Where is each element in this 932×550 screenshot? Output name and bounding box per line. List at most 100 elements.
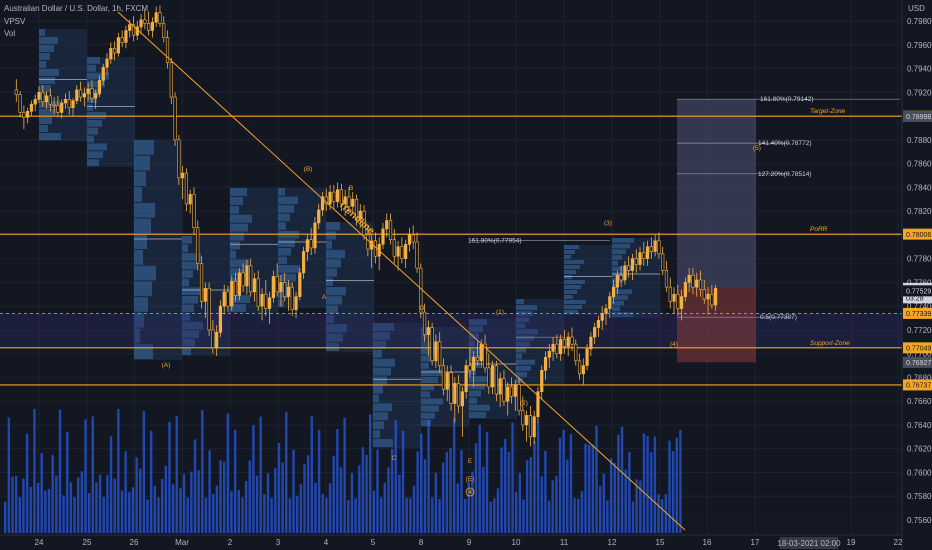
- price-tag-label: 0.77049: [906, 346, 931, 353]
- profile-bar: [134, 218, 151, 234]
- profile-bar: [564, 310, 578, 314]
- volume-bar: [230, 491, 233, 533]
- trendline[interactable]: [117, 11, 686, 531]
- candle-body: [487, 367, 491, 388]
- price-tag-bg: [903, 228, 932, 240]
- candle-body: [90, 88, 94, 99]
- volume-bar: [620, 426, 624, 533]
- profile-bar: [516, 335, 534, 341]
- candle-body: [301, 251, 306, 274]
- candle-body: [41, 91, 45, 103]
- candle-body: [211, 329, 215, 349]
- profile-bar: [564, 285, 581, 289]
- volume-bar: [588, 444, 591, 533]
- volume-bar: [179, 488, 182, 533]
- profile-bar: [39, 117, 52, 124]
- volume-bar: [36, 483, 40, 533]
- profile-bar: [421, 355, 433, 362]
- indicator-vol-label[interactable]: Vol: [4, 29, 16, 38]
- price-tag-label: 0.76927: [906, 360, 931, 367]
- candle-body: [509, 386, 514, 397]
- wave-label: (1): [496, 309, 504, 316]
- candle-body: [294, 296, 298, 311]
- volume-bar: [442, 462, 445, 533]
- profile-bar: [373, 323, 394, 331]
- volume-bar: [536, 421, 540, 533]
- wave-label: (A): [162, 362, 171, 369]
- volume-bar: [580, 491, 584, 533]
- profile-bar: [516, 353, 522, 359]
- time-axis[interactable]: 24 25 26 Mar 2 3 4 5 8 9 10 11 12 15 16 17 19 22 18-03-202…: [35, 537, 903, 549]
- symbol-title[interactable]: Australian Dollar / U.S. Dollar, 1h, FXC…: [4, 4, 149, 13]
- volume-bar: [4, 501, 7, 533]
- profile-bar: [278, 273, 296, 282]
- candles: [14, 5, 718, 447]
- volume-bar: [109, 436, 113, 533]
- volume-bar: [142, 411, 146, 533]
- volume-bar: [233, 430, 237, 533]
- volume-bar: [91, 416, 94, 533]
- volume-bar: [613, 462, 616, 533]
- time-tick-label: 3: [276, 538, 281, 547]
- volume-bar: [153, 486, 157, 533]
- volume-bar: [500, 447, 503, 533]
- profile-bar: [326, 268, 337, 277]
- profile-bar: [230, 295, 250, 304]
- candle-body: [536, 391, 540, 417]
- volume-bar: [456, 483, 459, 533]
- profile-bar: [182, 347, 191, 355]
- volume-bar: [493, 498, 496, 533]
- candle-body: [14, 89, 18, 95]
- candle-body: [464, 365, 468, 392]
- profile-bar: [373, 439, 393, 447]
- volume-bar: [478, 424, 481, 533]
- profile-bar: [612, 272, 627, 277]
- candle-body: [521, 410, 525, 426]
- currency-label: USD: [908, 4, 925, 13]
- candle-body: [332, 191, 336, 202]
- candle-body: [434, 341, 438, 362]
- volume-bar: [423, 459, 427, 533]
- candle-body: [116, 37, 120, 54]
- volume-bar: [577, 498, 580, 533]
- level-label-porr: PoRR: [810, 226, 828, 233]
- volume-bar: [668, 440, 671, 533]
- candle-body: [668, 286, 672, 302]
- profile-bar: [373, 385, 383, 394]
- profile-bar: [39, 53, 50, 60]
- volume-bar: [390, 448, 394, 533]
- volume-bar: [139, 468, 142, 533]
- volume-bar: [562, 430, 565, 533]
- candle-body: [343, 196, 347, 205]
- candle-body: [192, 194, 196, 229]
- wave-label: D: [420, 305, 425, 312]
- profile-bar: [182, 304, 194, 313]
- volume-bar: [252, 425, 255, 533]
- volume-bar: [77, 477, 80, 533]
- volume-bar: [208, 450, 211, 533]
- volume-bar: [555, 475, 558, 533]
- volume-bar: [507, 451, 511, 533]
- candle-body: [283, 282, 287, 297]
- profile-bar: [134, 187, 142, 202]
- volume-bar: [25, 433, 29, 533]
- candle-body: [52, 103, 56, 106]
- candle-body: [131, 24, 136, 36]
- volume-bar: [354, 498, 357, 533]
- indicator-vpsv-label[interactable]: VPSV: [4, 17, 26, 26]
- volume-bar: [124, 451, 127, 533]
- candle-body: [657, 240, 661, 255]
- volume-bar: [197, 470, 200, 533]
- candle-body: [290, 286, 294, 311]
- profile-bar: [469, 397, 477, 404]
- profile-bar: [612, 300, 624, 306]
- candle-body: [664, 270, 669, 288]
- candle-body: [611, 286, 616, 297]
- candle-body: [559, 339, 563, 354]
- profile-bar: [421, 377, 438, 384]
- volume-bar: [14, 475, 18, 533]
- profile-bar: [134, 312, 144, 328]
